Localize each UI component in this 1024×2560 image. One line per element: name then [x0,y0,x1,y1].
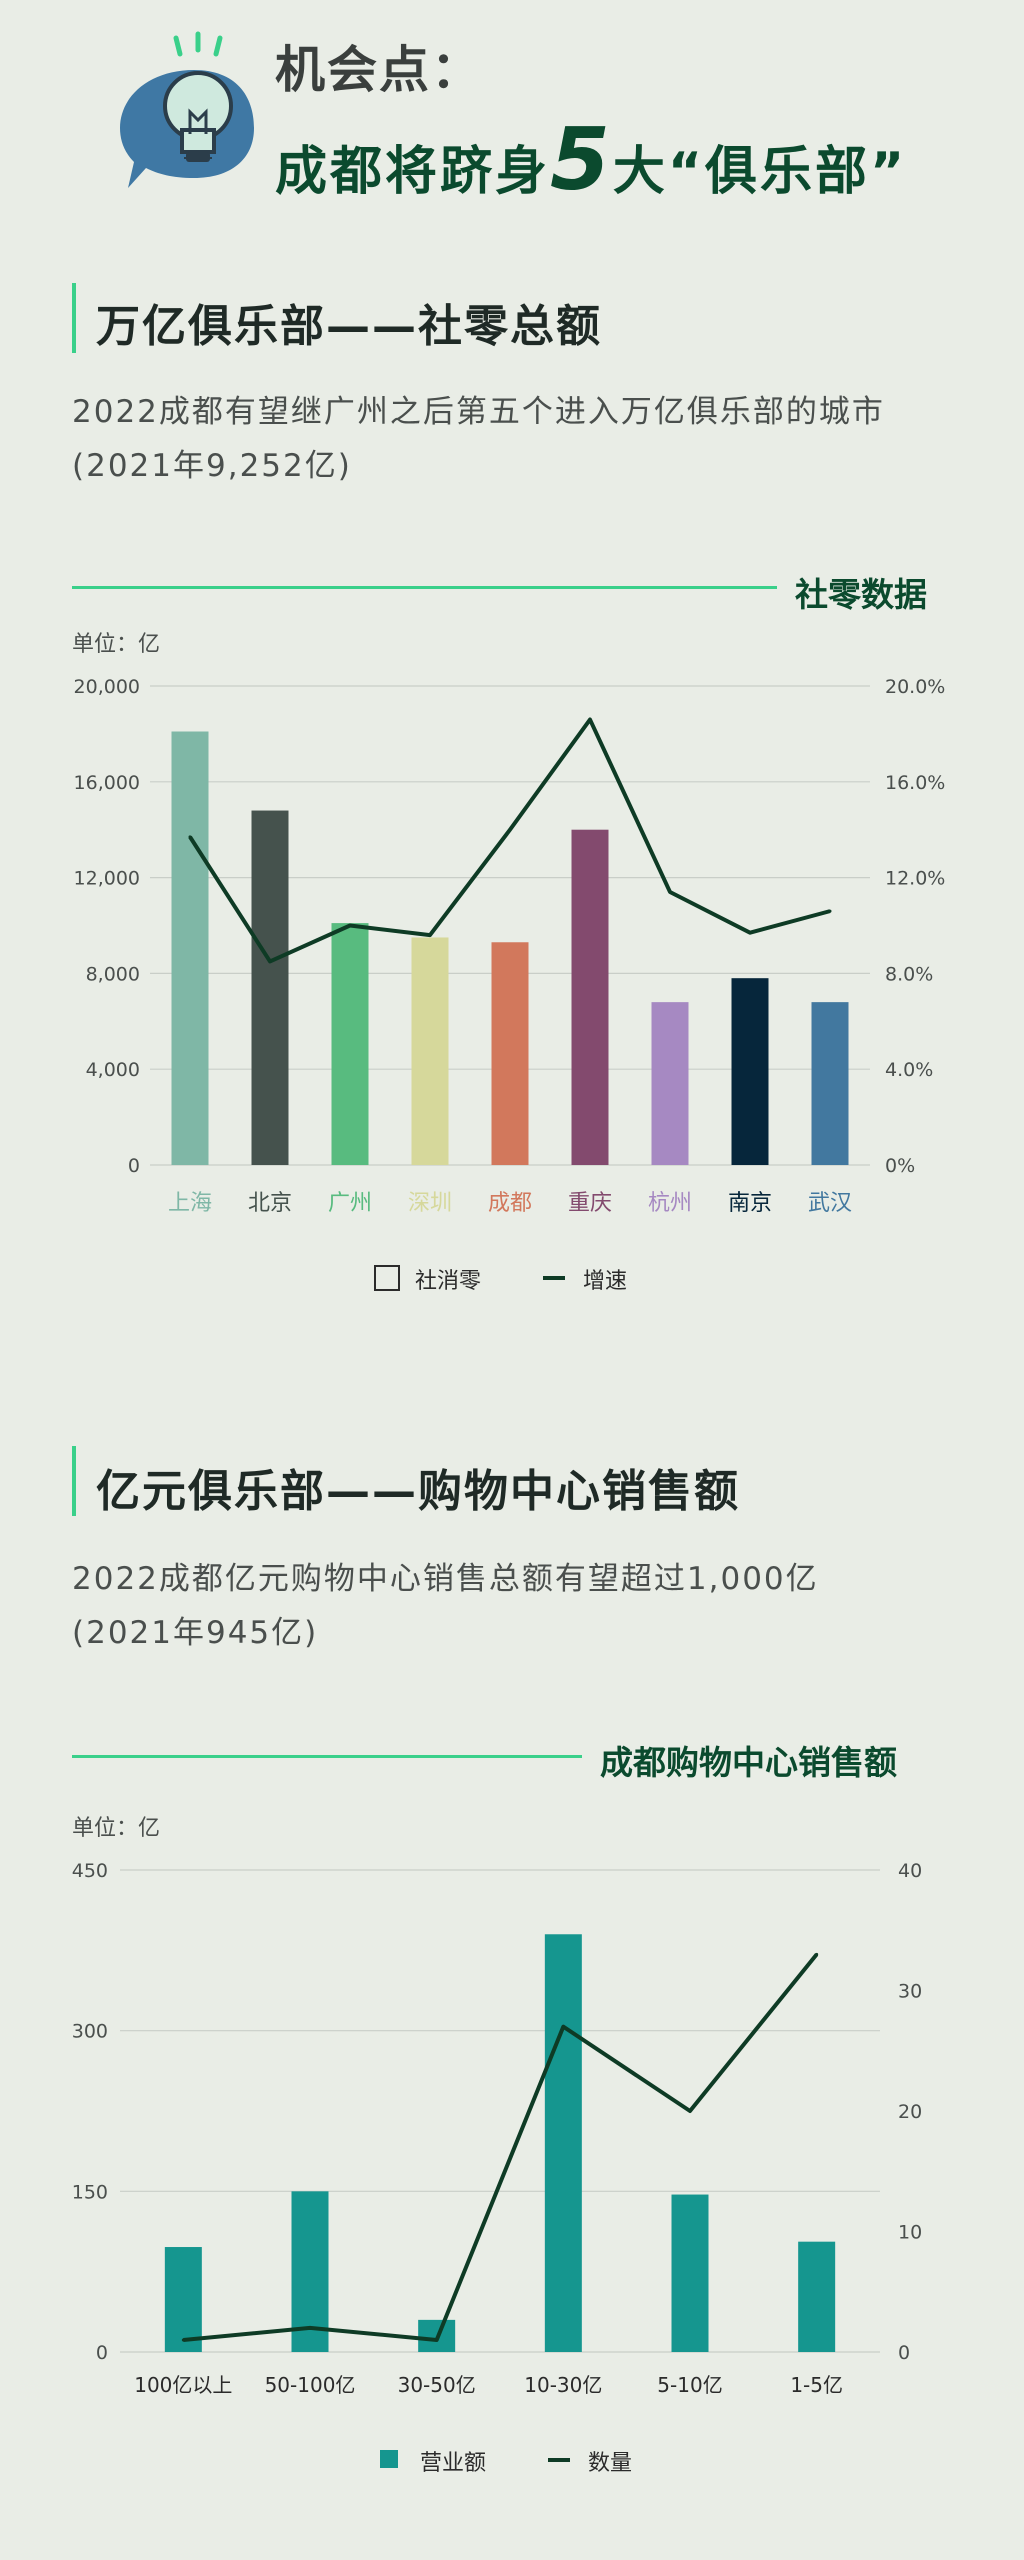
chart1-y2-tick: 16.0% [885,772,945,794]
chart2-bar [798,2241,836,2352]
chart1-x-tick: 南京 [728,1191,772,1216]
chart2-line-point [815,1952,819,1956]
chart1-line-point [588,718,592,722]
section1-description: 2022成都有望继广州之后第五个进入万亿俱乐部的城市 (2021年9,252亿) [72,385,992,493]
chart2-line-series [183,1953,819,2342]
chart1-x-tick: 杭州 [648,1191,692,1216]
chart2-y-tick: 150 [72,2181,108,2203]
chart2-title: 成都购物中心销售额 [600,1743,897,1782]
chart1-legend-swatch-bar [374,1265,400,1291]
chart1-bar [571,829,609,1165]
chart2-y2-tick: 0 [898,2342,910,2364]
chart2-title-line [72,1755,582,1758]
chart1-x-tick: 武汉 [808,1191,852,1216]
chart1-line-point [828,909,832,913]
chart1-bar [731,978,769,1165]
section2-desc-line1: 2022成都亿元购物中心销售总额有望超过1,000亿 [72,1561,819,1597]
section2-title: 亿元俱乐部——购物中心销售额 [96,1466,740,1517]
chart1-title-line [72,586,777,589]
page-title: 机会点： [275,41,483,99]
subtitle-text-post: 大“俱乐部” [612,142,908,202]
subtitle-text-pre: 成都将跻身 [275,142,551,202]
chart1-bar [171,731,209,1165]
chart1-x-tick: 广州 [328,1191,372,1216]
chart2-y2-tick: 10 [898,2222,922,2244]
chart2-x-tick: 1-5亿 [790,2373,843,2397]
chart2-bar [544,1934,582,2352]
section2-description: 2022成都亿元购物中心销售总额有望超过1,000亿 (2021年945亿) [72,1552,992,1660]
chart2-x-tick: 30-50亿 [398,2373,476,2397]
chart1-line-point [188,835,192,839]
chart2-y2-tick: 20 [898,2101,922,2123]
chart1-y2-tick: 20.0% [885,676,945,698]
chart1-svg: 0 4,000 8,000 12,000 16,000 20,000 0% 4.0% 8.0% 1… [74,676,946,1294]
chart1-line-point [348,924,352,927]
section2-accent-bar [72,1446,76,1516]
chart1-bar [331,923,369,1165]
chart1-y-tick: 12,000 [74,868,140,890]
chart1-bar [811,1002,849,1165]
chart2-bar [291,2191,329,2352]
chart2-unit-label: 单位：亿 [72,1816,161,1841]
chart1-bar [251,810,289,1165]
chart1-y-tick: 8,000 [86,963,140,985]
chart1-line-point [668,890,672,894]
chart1-x-tick: 深圳 [408,1191,452,1216]
chart1-x-tick: 上海 [168,1191,212,1216]
page-subtitle: 成都将跻身5大“俱乐部” [275,110,907,210]
chart1-x-tick: 北京 [248,1191,292,1216]
chart1-y-tick: 16,000 [74,772,140,794]
chart1-y2-tick: 12.0% [885,868,945,890]
subtitle-number: 5 [550,110,613,210]
chart2-x-tick: 50-100亿 [265,2373,356,2397]
chart1-x-tick: 成都 [488,1191,532,1216]
chart1-y2-tick: 4.0% [885,1059,933,1081]
chart1-bar [651,1002,689,1165]
chart1-y-tick: 4,000 [86,1059,140,1081]
chart1-bar [411,937,449,1165]
chart2-line-point [308,2326,312,2330]
chart2-svg: 0 150 300 450 0 10 20 30 40 100亿以上 50-100亿 30-50亿 10… [72,1860,922,2476]
chart1-title: 社零数据 [795,575,927,614]
chart2-x-tick: 5-10亿 [657,2373,722,2397]
chart2-x-tick: 10-30亿 [524,2373,602,2397]
chart1-x-tick: 重庆 [568,1191,612,1216]
chart2-line-point [688,2109,692,2113]
chart2-y2-tick: 30 [898,1981,922,2003]
chart2-legend-label-bar: 营业额 [420,2451,486,2476]
chart2-y-tick: 0 [96,2342,108,2364]
section1-desc-line2: (2021年9,252亿) [72,448,352,484]
chart1-legend-label-bar: 社消零 [415,1269,481,1294]
chart1-y-tick: 0 [128,1155,140,1177]
chart1-unit-label: 单位：亿 [72,632,161,657]
chart2-line-point [561,2025,565,2029]
chart1-y-tick: 20,000 [74,676,140,698]
chart1-y2-tick: 0% [885,1155,915,1177]
section1-desc-line1: 2022成都有望继广州之后第五个进入万亿俱乐部的城市 [72,394,885,430]
chart1-legend-label-line: 增速 [583,1269,627,1294]
lightbulb-chat-icon [120,31,254,188]
chart1-line-point [508,828,512,832]
chart1-line-point [268,959,272,963]
chart2-y2-tick: 40 [898,1860,922,1882]
section1-title: 万亿俱乐部——社零总额 [96,301,602,352]
section2-desc-line2: (2021年945亿) [72,1615,319,1651]
section1-accent-bar [72,283,76,353]
chart1-bar [491,942,529,1165]
chart1-line-point [748,931,752,935]
chart2-x-tick: 100亿以上 [134,2373,232,2397]
chart2-y-tick: 300 [72,2021,108,2043]
chart2-line-point [181,2338,185,2342]
chart1-y2-tick: 8.0% [885,963,933,985]
chart2-bar [164,2247,202,2352]
chart2-bar [671,2194,709,2352]
chart2-legend-swatch-bar [380,2450,398,2468]
chart2-legend-label-line: 数量 [588,2451,632,2476]
chart1-line-point [428,933,432,937]
chart2-y-tick: 450 [72,1860,108,1882]
chart2-line-point [435,2338,439,2342]
